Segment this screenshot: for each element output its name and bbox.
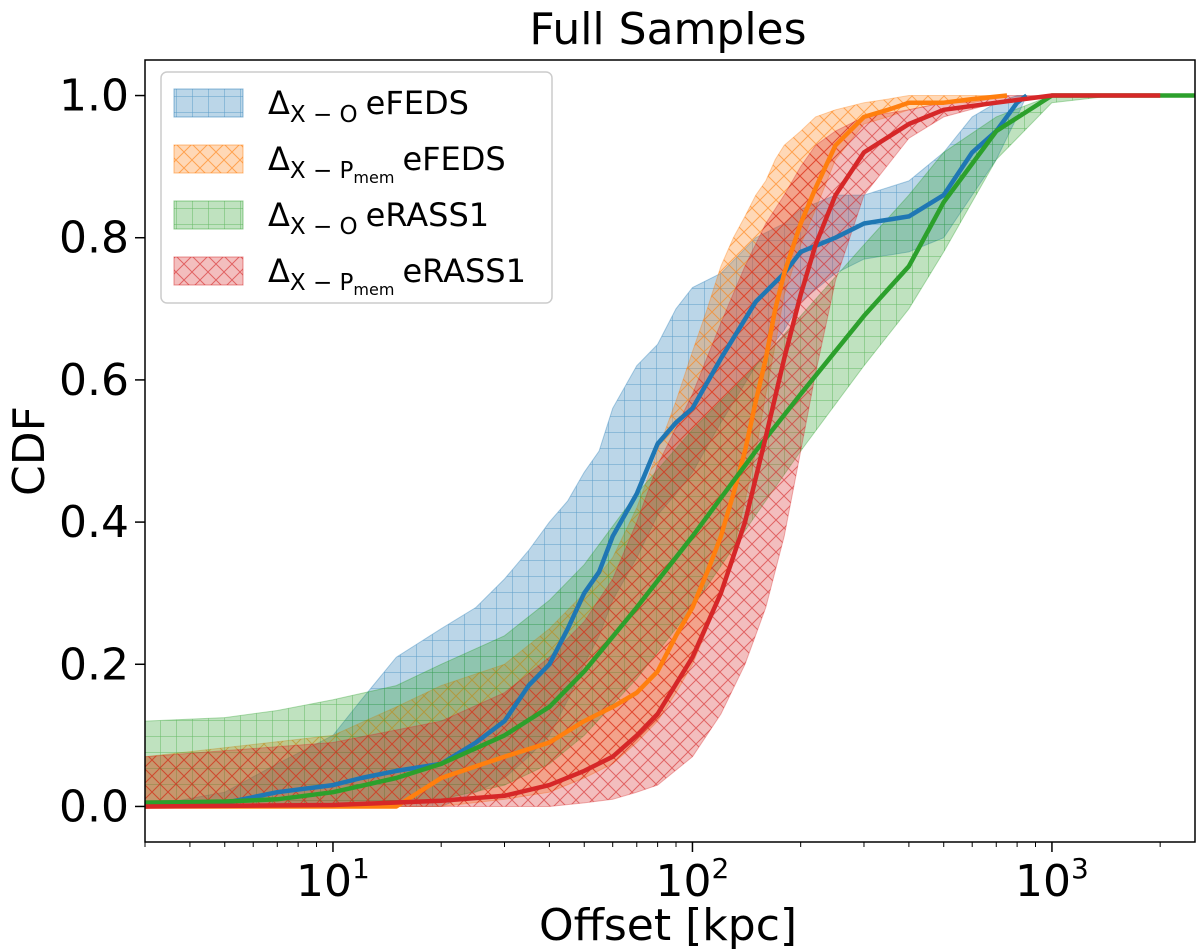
legend-swatch-hatch: [174, 145, 243, 173]
y-axis-title: CDF: [4, 406, 55, 496]
line-series-3: [145, 93, 1161, 809]
band-hatch-series-2: [145, 95, 1195, 807]
legend-swatch-hatch: [174, 201, 243, 229]
chart-title: Full Samples: [529, 4, 806, 55]
x-tick-label: 103: [1015, 852, 1089, 907]
y-tick-label: 1.0: [59, 71, 129, 122]
y-tick-label: 0.0: [59, 781, 129, 832]
line-series-1: [145, 93, 1008, 809]
legend-label: ΔX − Pmem eFEDS: [268, 140, 506, 187]
legend-swatch-hatch: [174, 257, 243, 285]
y-tick-label: 0.2: [59, 639, 129, 690]
y-tick-label: 0.6: [59, 355, 129, 406]
y-tick-label: 0.8: [59, 213, 129, 264]
y-tick-label: 0.4: [59, 497, 129, 548]
legend-label: ΔX − Pmem eRASS1: [268, 252, 526, 299]
line-series-0: [145, 93, 1028, 809]
x-axis-title: Offset [kpc]: [539, 900, 797, 949]
x-tick-label: 102: [656, 852, 730, 907]
legend-box: [160, 71, 553, 304]
x-tick-label: 101: [296, 852, 370, 907]
band-hatch-series-3: [145, 95, 1161, 807]
legend-swatch-hatch: [174, 89, 243, 117]
line-series-2: [145, 93, 1195, 806]
plot-frame: [144, 59, 1196, 843]
